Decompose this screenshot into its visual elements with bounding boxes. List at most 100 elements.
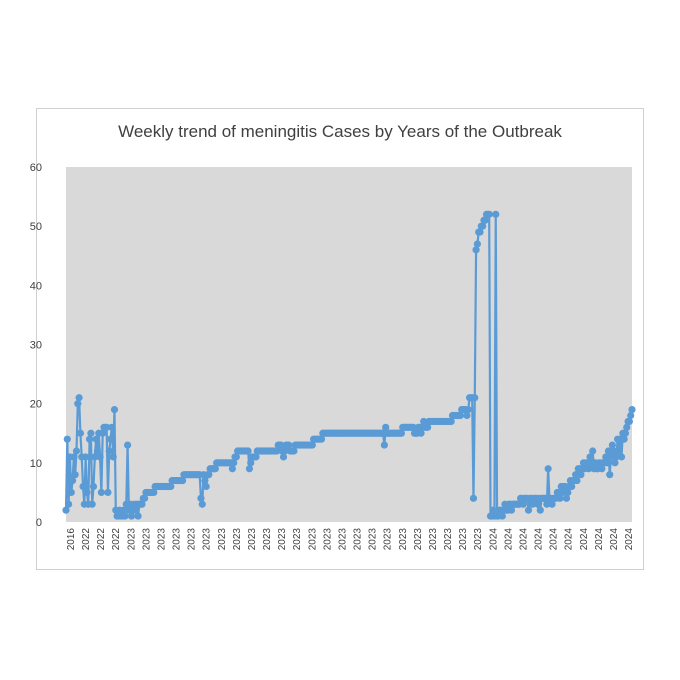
data-point xyxy=(127,512,136,520)
data-point xyxy=(63,435,71,443)
data-point xyxy=(577,471,585,479)
x-tick-label: 2023 xyxy=(156,528,167,551)
plot-area xyxy=(66,167,632,522)
data-point xyxy=(556,494,564,502)
x-tick-label: 2023 xyxy=(307,528,318,551)
data-point xyxy=(228,465,236,473)
x-tick-label: 2024 xyxy=(564,528,575,551)
data-point xyxy=(83,488,91,497)
x-tick-label: 2023 xyxy=(337,528,348,551)
data-point xyxy=(281,447,289,455)
data-point xyxy=(479,222,487,230)
data-point xyxy=(290,447,298,455)
data-point xyxy=(68,476,77,485)
data-point xyxy=(252,453,260,461)
data-point xyxy=(380,441,388,449)
x-tick-label: 2023 xyxy=(428,528,439,551)
data-point xyxy=(625,417,633,426)
data-point xyxy=(197,494,205,502)
data-point xyxy=(612,453,620,461)
y-tick-label: 0 xyxy=(36,517,42,529)
data-point xyxy=(623,423,631,431)
x-tick-label: 2024 xyxy=(534,528,545,551)
data-point xyxy=(97,488,105,497)
data-point xyxy=(481,216,489,224)
data-point xyxy=(308,441,316,449)
data-point xyxy=(473,240,481,248)
data-point xyxy=(628,405,636,414)
data-point xyxy=(489,506,497,514)
data-point xyxy=(230,459,238,467)
data-point xyxy=(93,447,102,455)
data-point xyxy=(76,429,85,437)
data-point xyxy=(424,423,432,431)
y-tick-label: 10 xyxy=(30,458,42,470)
data-point xyxy=(627,411,635,420)
data-point xyxy=(471,394,479,402)
data-point xyxy=(409,423,417,431)
data-point xyxy=(621,429,630,437)
data-point xyxy=(608,441,616,449)
data-point xyxy=(88,500,96,508)
x-tick-label: 2023 xyxy=(458,528,469,551)
data-point xyxy=(420,417,428,426)
data-point xyxy=(85,435,94,443)
data-point xyxy=(232,453,240,461)
x-tick-label: 2023 xyxy=(187,528,198,551)
data-point xyxy=(498,512,506,520)
x-tick-label: 2023 xyxy=(473,528,484,551)
data-point xyxy=(103,423,111,431)
x-tick-label: 2023 xyxy=(353,528,364,551)
data-point xyxy=(279,453,288,461)
data-point xyxy=(548,500,556,508)
data-point xyxy=(589,447,597,455)
data-point xyxy=(606,471,614,479)
x-tick-label: 2023 xyxy=(413,528,424,551)
data-point xyxy=(586,453,594,461)
x-tick-label: 2023 xyxy=(292,528,303,551)
y-tick-label: 50 xyxy=(30,221,42,233)
data-point xyxy=(120,506,128,514)
data-point xyxy=(469,494,478,502)
data-point xyxy=(92,435,100,443)
data-point xyxy=(104,488,112,497)
data-point xyxy=(603,459,611,467)
data-point xyxy=(87,429,95,437)
data-point xyxy=(543,500,551,508)
data-point xyxy=(507,506,516,514)
data-point xyxy=(123,441,132,449)
data-point xyxy=(620,435,628,443)
y-axis: 0 10 20 30 40 50 60 xyxy=(30,162,42,529)
data-point xyxy=(202,482,210,491)
data-point xyxy=(65,500,73,508)
x-tick-label: 2024 xyxy=(609,528,620,551)
x-tick-label: 2024 xyxy=(624,528,635,551)
x-tick-label: 2023 xyxy=(172,528,183,551)
x-tick-label: 2023 xyxy=(202,528,213,551)
data-point xyxy=(277,441,285,449)
data-point xyxy=(534,500,542,508)
data-point xyxy=(610,447,618,455)
data-point xyxy=(75,394,83,402)
data-point xyxy=(211,465,219,473)
data-point xyxy=(492,210,500,218)
data-point xyxy=(568,482,576,491)
data-point xyxy=(121,512,129,520)
chart-title: Weekly trend of meningitis Cases by Year… xyxy=(118,122,562,141)
data-point xyxy=(463,411,471,420)
data-point xyxy=(141,494,149,502)
data-point xyxy=(562,494,571,502)
data-point xyxy=(602,453,610,461)
data-point xyxy=(99,429,107,437)
data-point xyxy=(536,506,544,514)
data-point xyxy=(617,453,626,461)
data-point xyxy=(247,459,255,467)
data-point xyxy=(573,476,581,485)
data-point xyxy=(62,506,70,514)
data-point xyxy=(572,471,580,479)
x-tick-label: 2023 xyxy=(443,528,454,551)
x-tick-label: 2023 xyxy=(383,528,394,551)
data-point xyxy=(476,228,484,236)
data-point xyxy=(79,482,87,491)
data-point xyxy=(607,453,615,461)
